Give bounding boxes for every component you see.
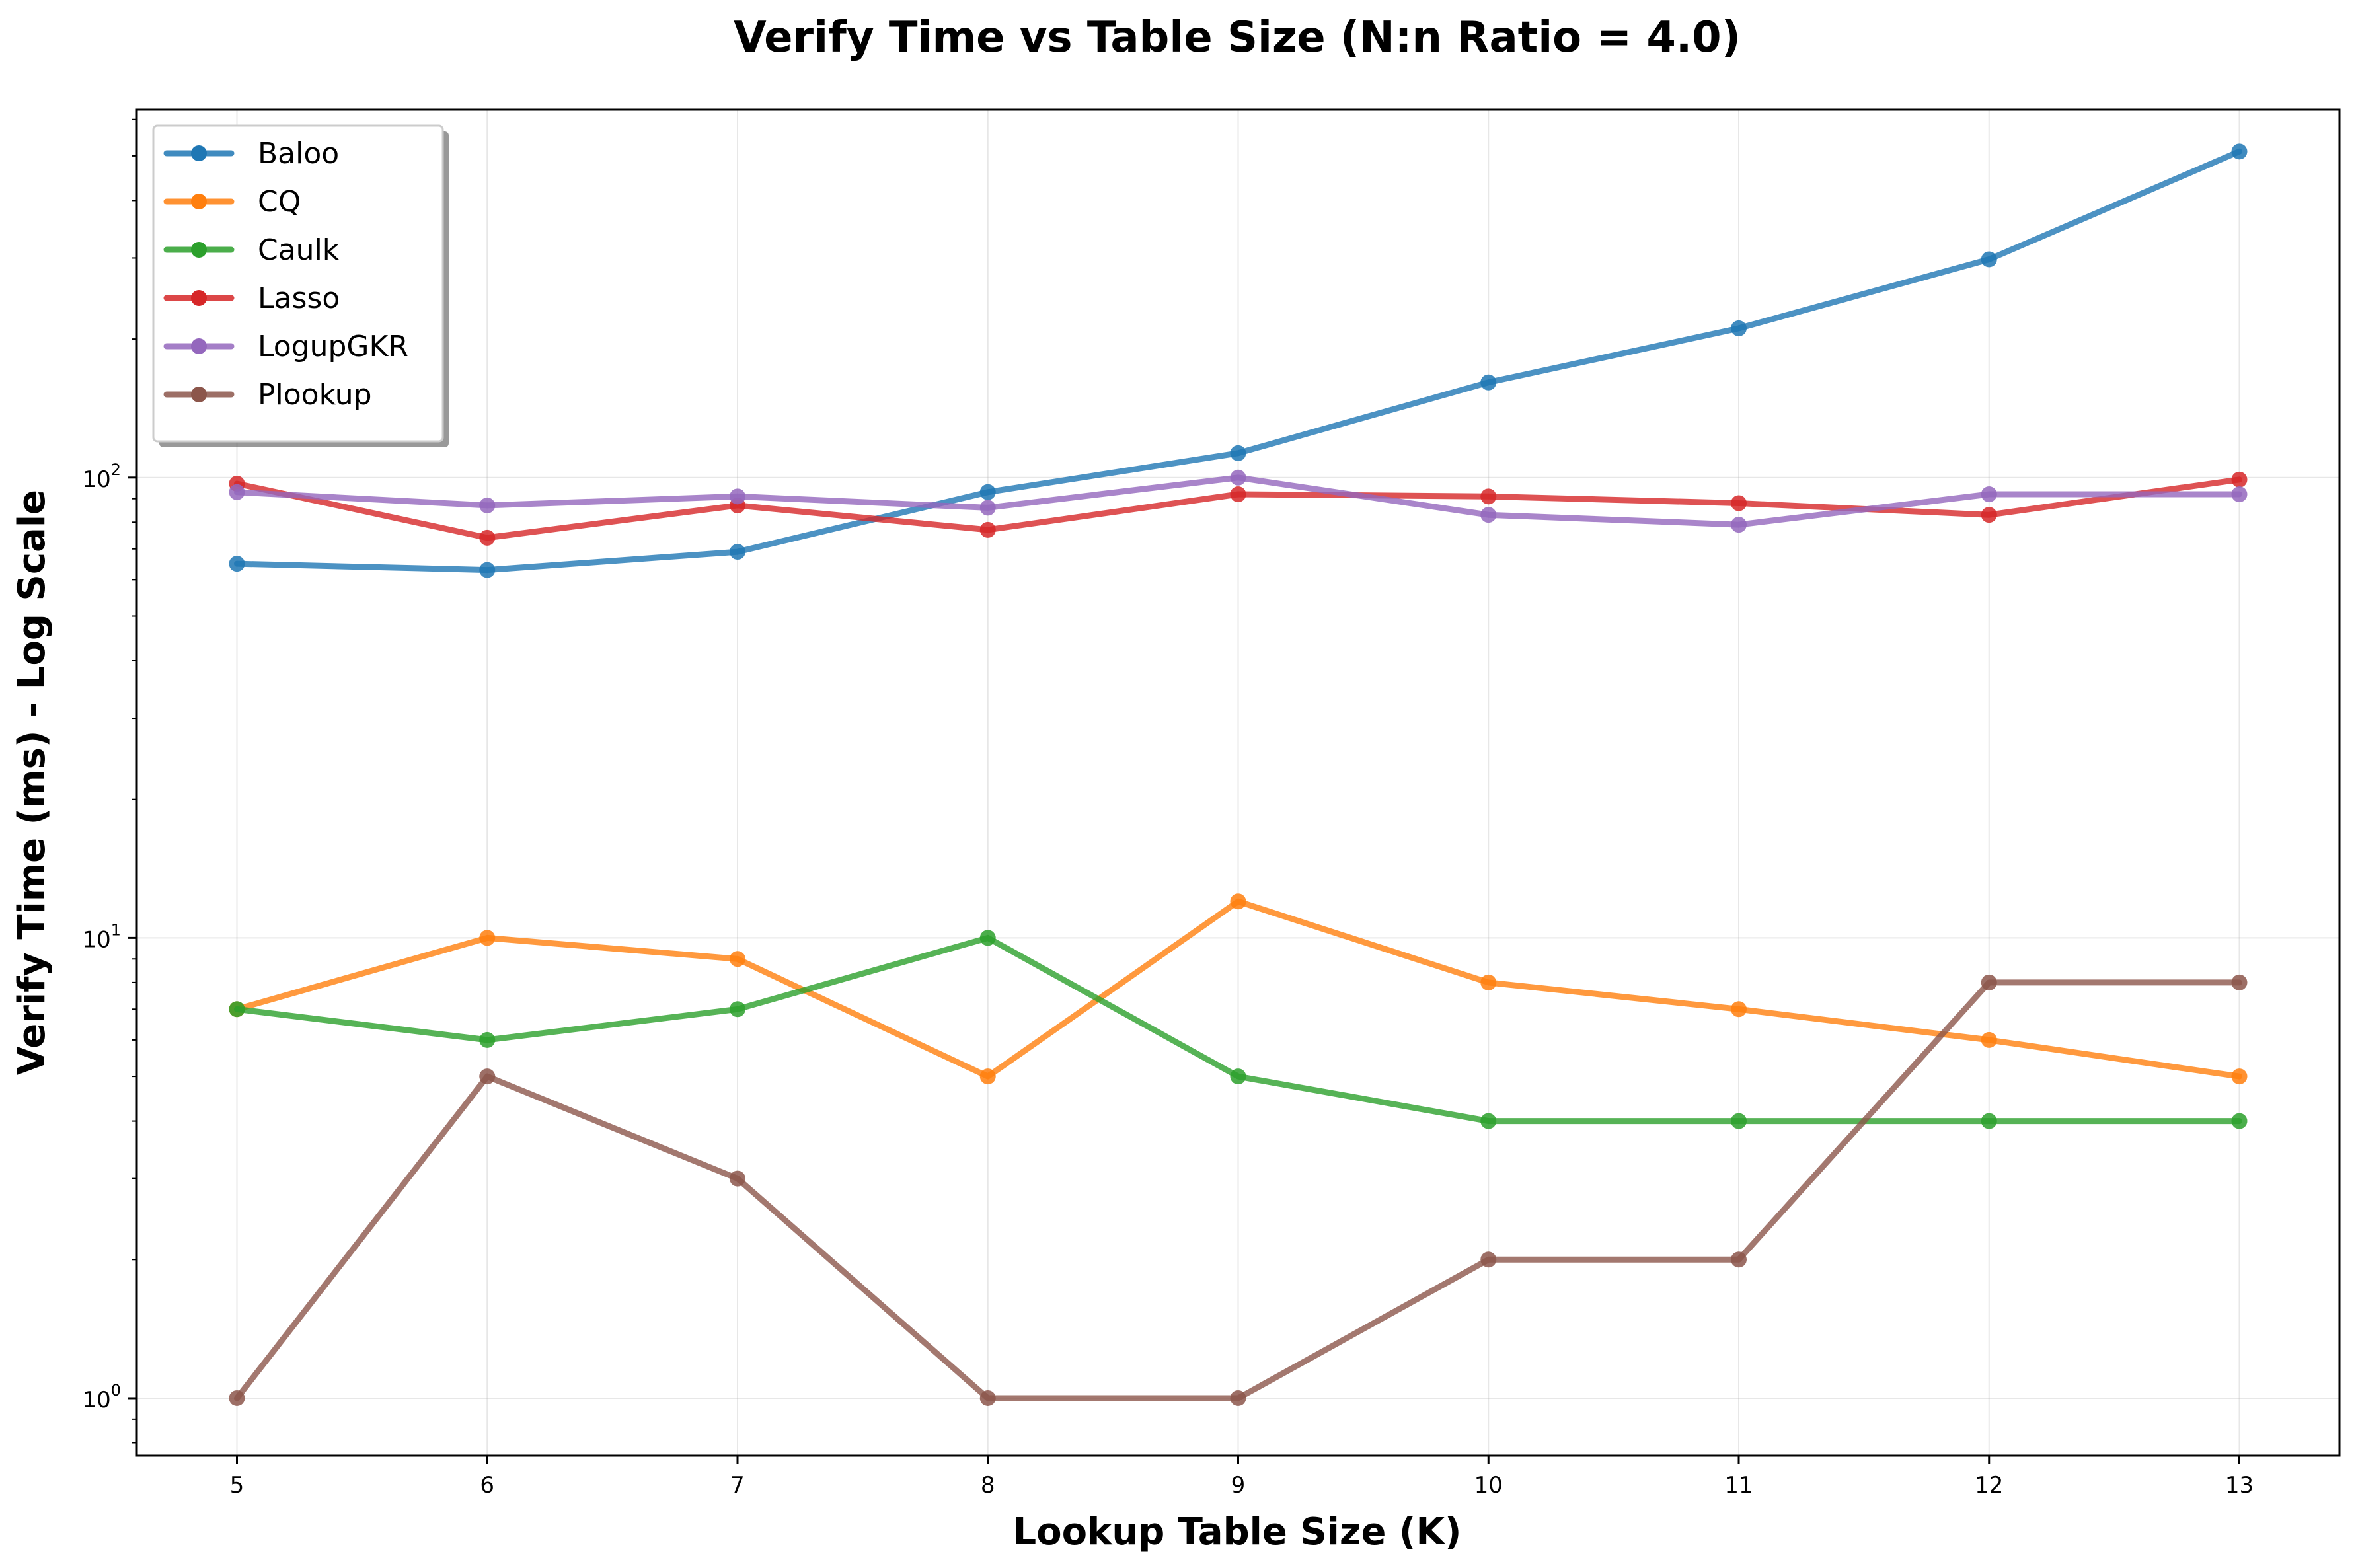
data-point-lasso [1981,507,1997,523]
x-tick-label: 10 [1474,1472,1503,1499]
x-tick-label: 12 [1975,1472,2003,1499]
data-point-logupgkr [979,500,996,516]
data-point-baloo [1480,374,1497,391]
data-point-caulk [479,1031,496,1048]
data-point-cq [1981,1031,1997,1048]
data-point-lasso [979,521,996,538]
x-tick-label: 8 [981,1472,995,1499]
data-point-logupgkr [229,484,245,500]
x-tick-label: 5 [230,1472,245,1499]
data-point-plookup [479,1068,496,1085]
data-point-logupgkr [1230,469,1246,486]
y-axis-label: Verify Time (ms) - Log Scale [11,490,54,1075]
y-tick-label: 101 [82,920,121,953]
data-point-plookup [2231,974,2248,990]
y-axis-ticks: 100 101 102 [82,118,137,1444]
series-caulk [229,930,2248,1129]
series-logupgkr [229,469,2248,533]
series-plookup [229,974,2248,1406]
data-point-lasso [1230,486,1246,503]
series-baloo [229,143,2248,578]
data-point-lasso [2231,471,2248,488]
legend-label: Caulk [258,233,340,267]
x-tick-label: 7 [730,1472,745,1499]
data-point-plookup [730,1170,745,1187]
legend-item-caulk: Caulk [163,233,340,267]
legend-swatch-marker [191,290,207,306]
data-point-caulk [229,1001,245,1018]
x-axis-label: Lookup Table Size (K) [1012,1511,1461,1553]
data-point-cq [979,1068,996,1085]
data-point-cq [1230,893,1246,910]
y-tick-label: 102 [82,461,121,493]
legend-label: Plookup [258,378,372,412]
data-point-logupgkr [1981,486,1997,503]
data-point-baloo [229,556,245,572]
data-point-lasso [1480,488,1497,505]
data-point-cq [1480,974,1497,990]
x-tick-label: 9 [1231,1472,1246,1499]
data-point-baloo [1731,320,1747,336]
x-axis-ticks: 5 6 7 8 9 10 11 12 13 [230,1456,2254,1499]
legend-label: Lasso [258,281,340,315]
data-point-lasso [1731,495,1747,511]
data-point-caulk [1981,1113,1997,1129]
data-point-logupgkr [730,488,745,505]
data-point-cq [1731,1001,1747,1018]
data-point-logupgkr [479,497,496,513]
data-point-plookup [1230,1390,1246,1406]
data-point-cq [730,951,745,967]
data-point-caulk [2231,1113,2248,1129]
data-point-baloo [979,484,996,500]
y-tick-label: 100 [82,1381,121,1413]
plot-series [229,143,2248,1406]
data-point-logupgkr [1480,507,1497,523]
legend: Baloo CQ Caulk Lasso LogupGKR Plookup [152,124,449,447]
legend-item-lasso: Lasso [163,281,340,315]
legend-swatch-marker [191,145,207,161]
data-point-cq [2231,1068,2248,1085]
grid [137,110,2339,1456]
data-point-caulk [730,1001,745,1018]
data-point-caulk [979,930,996,946]
data-point-caulk [1230,1068,1246,1085]
x-tick-label: 13 [2225,1472,2254,1499]
legend-swatch-marker [191,194,207,209]
data-point-baloo [730,544,745,560]
legend-item-baloo: Baloo [163,137,339,170]
data-point-plookup [1480,1251,1497,1268]
legend-swatch-marker [191,242,207,258]
legend-label: Baloo [258,137,339,170]
data-point-lasso [479,529,496,546]
data-point-plookup [1731,1251,1747,1268]
data-point-logupgkr [1731,517,1747,533]
legend-item-logupgkr: LogupGKR [163,330,408,363]
legend-label: LogupGKR [258,330,408,363]
legend-swatch-marker [191,338,207,354]
series-lasso [229,471,2248,546]
legend-swatch-marker [191,387,207,402]
data-point-baloo [2231,143,2248,160]
data-point-plookup [979,1390,996,1406]
data-point-logupgkr [2231,486,2248,503]
data-point-plookup [1981,974,1997,990]
legend-item-plookup: Plookup [163,378,372,412]
x-tick-label: 11 [1724,1472,1753,1499]
data-point-caulk [1480,1113,1497,1129]
data-point-baloo [1981,251,1997,268]
legend-item-cq: CQ [163,185,301,219]
data-point-cq [479,930,496,946]
legend-label: CQ [258,185,301,219]
data-point-baloo [479,562,496,578]
data-point-caulk [1731,1113,1747,1129]
chart-title: Verify Time vs Table Size (N:n Ratio = 4… [734,13,1741,62]
data-point-baloo [1230,445,1246,461]
data-point-plookup [229,1390,245,1406]
x-tick-label: 6 [480,1472,494,1499]
